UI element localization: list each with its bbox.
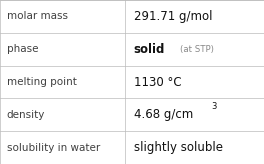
- Text: 3: 3: [212, 102, 217, 111]
- Text: (at STP): (at STP): [180, 45, 214, 54]
- Text: 1130 °C: 1130 °C: [134, 75, 181, 89]
- Text: slightly soluble: slightly soluble: [134, 141, 223, 154]
- Text: 4.68 g/cm: 4.68 g/cm: [134, 108, 193, 121]
- Text: molar mass: molar mass: [7, 11, 68, 21]
- Text: solubility in water: solubility in water: [7, 143, 100, 153]
- Text: solid: solid: [134, 43, 165, 56]
- Text: density: density: [7, 110, 45, 120]
- Text: melting point: melting point: [7, 77, 77, 87]
- Text: phase: phase: [7, 44, 38, 54]
- Text: 291.71 g/mol: 291.71 g/mol: [134, 10, 212, 23]
